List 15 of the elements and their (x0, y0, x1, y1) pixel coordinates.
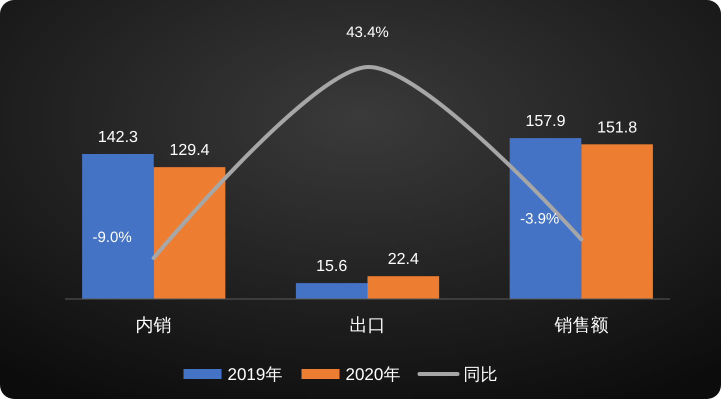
data-label: 151.8 (597, 119, 638, 136)
data-label: 142.3 (98, 129, 138, 146)
data-label: -3.9% (520, 210, 560, 228)
x-tick-label: 出口 (350, 315, 386, 335)
x-tick-label: 内销 (136, 315, 172, 335)
data-label: 15.6 (316, 258, 348, 276)
data-label: 22.4 (388, 251, 419, 268)
data-label: 129.4 (170, 142, 210, 160)
data-label: 43.4% (346, 24, 389, 41)
x-tick-label: 销售额 (553, 315, 608, 335)
data-label: -9.0% (92, 229, 132, 246)
data-label: 157.9 (525, 113, 566, 130)
legend-label: 2020年 (346, 365, 400, 384)
legend-label: 同比 (464, 365, 498, 384)
legend-label: 2019年 (228, 365, 282, 384)
